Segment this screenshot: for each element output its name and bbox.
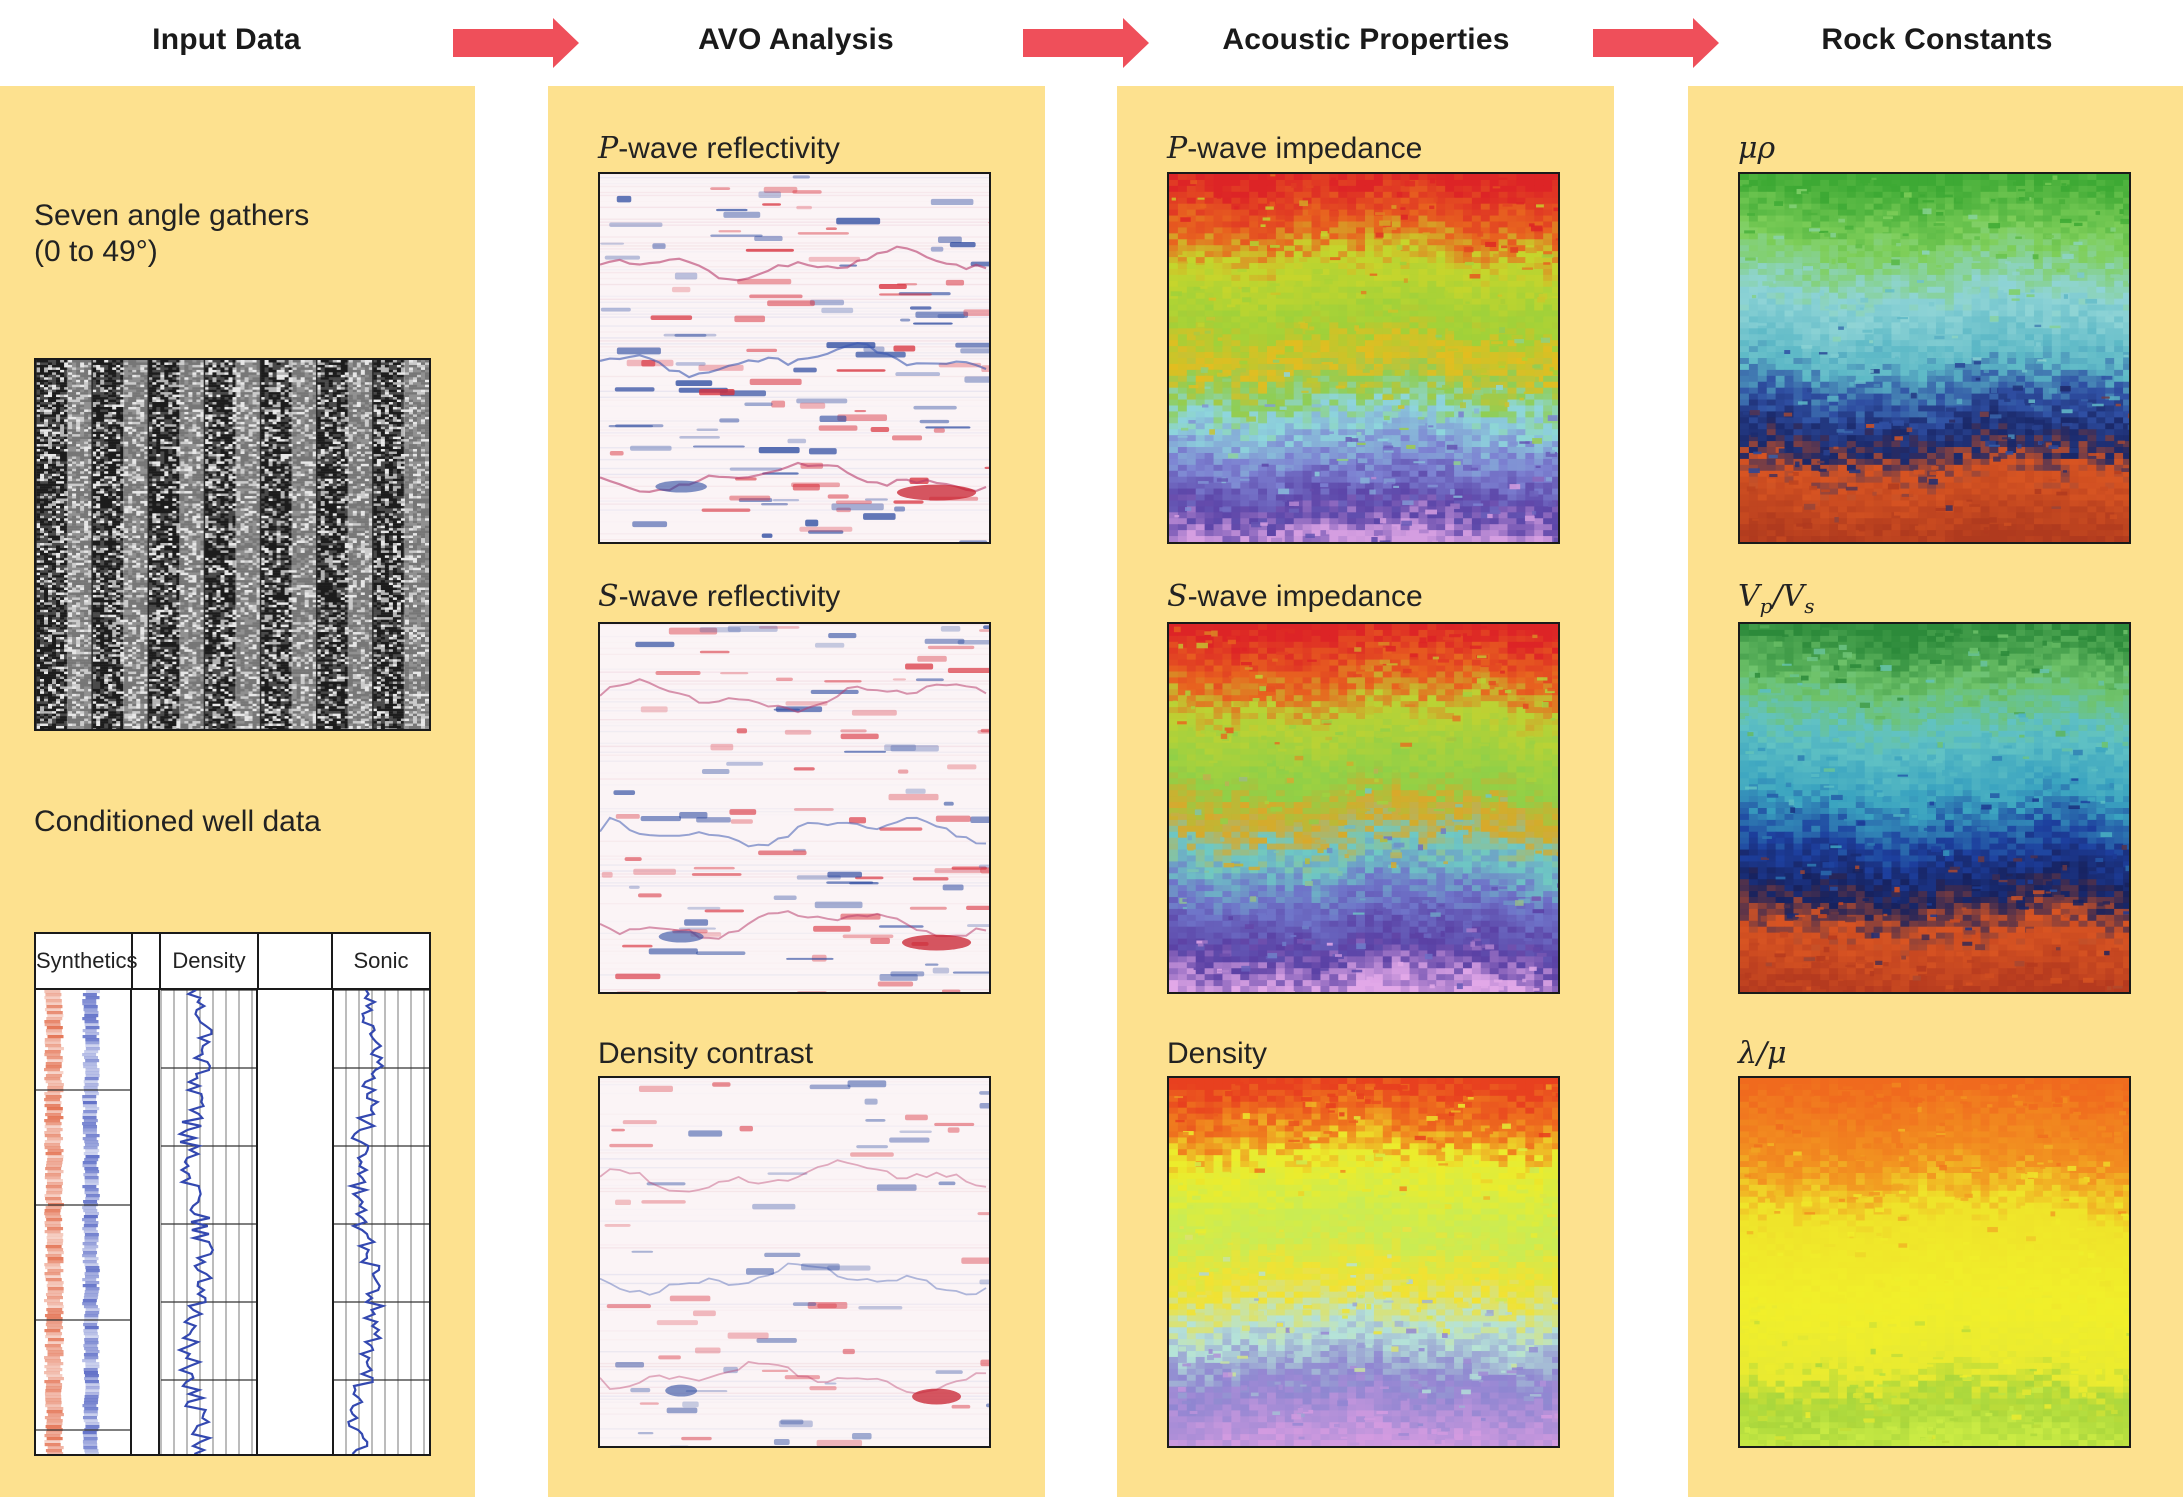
s-wave-reflectivity-label: S-wave reflectivity	[598, 579, 840, 615]
mu-rho-label: μρ	[1738, 131, 1775, 167]
input-data-column: Seven angle gathers (0 to 49°) Condition…	[0, 86, 475, 1497]
angle-gathers-label: Seven angle gathers (0 to 49°)	[34, 198, 309, 270]
acoustic-properties-column: P-wave impedance S-wave impedance Densit…	[1117, 86, 1614, 1497]
density-contrast-image	[598, 1076, 991, 1448]
header-rock-constants: Rock Constants	[1688, 18, 2183, 62]
vp-vs-image	[1738, 622, 2131, 994]
avo-analysis-column: P-wave reflectivity S-wave reflectivity …	[548, 86, 1045, 1497]
p-wave-impedance-label: P-wave impedance	[1167, 131, 1422, 167]
s-wave-reflectivity-image	[598, 622, 991, 994]
flow-arrow-icon	[453, 18, 579, 68]
angle-gathers-image	[34, 358, 431, 731]
p-wave-impedance-image	[1167, 172, 1560, 544]
well-data-label: Conditioned well data	[34, 804, 321, 840]
sonic-track-label: Sonic	[333, 934, 429, 988]
density-track-label: Density	[161, 934, 259, 988]
well-track-header: Synthetics Density Sonic	[36, 934, 429, 990]
synthetics-track-label: Synthetics	[36, 934, 138, 988]
blank-track-label	[133, 934, 161, 988]
vp-vs-label: Vp/Vs	[1738, 579, 1815, 625]
header-acoustic-properties: Acoustic Properties	[1117, 18, 1615, 62]
lambda-mu-image	[1738, 1076, 2131, 1448]
s-wave-impedance-image	[1167, 622, 1560, 994]
p-wave-reflectivity-label: P-wave reflectivity	[598, 131, 840, 167]
well-log-tracks	[36, 990, 429, 1454]
density-contrast-label: Density contrast	[598, 1036, 813, 1072]
s-wave-impedance-label: S-wave impedance	[1167, 579, 1423, 615]
blank-track-label	[259, 934, 333, 988]
density-image	[1167, 1076, 1560, 1448]
p-wave-reflectivity-image	[598, 172, 991, 544]
header-input-data: Input Data	[0, 18, 453, 62]
density-label: Density	[1167, 1036, 1267, 1072]
mu-rho-image	[1738, 172, 2131, 544]
lambda-mu-label: λ/μ	[1738, 1036, 1787, 1072]
well-data-panel: Synthetics Density Sonic	[34, 932, 431, 1456]
rock-constants-column: μρ Vp/Vs λ/μ	[1688, 86, 2183, 1497]
flow-arrow-icon	[1023, 18, 1149, 68]
header-avo-analysis: AVO Analysis	[547, 18, 1045, 62]
flow-arrow-icon	[1593, 18, 1719, 68]
